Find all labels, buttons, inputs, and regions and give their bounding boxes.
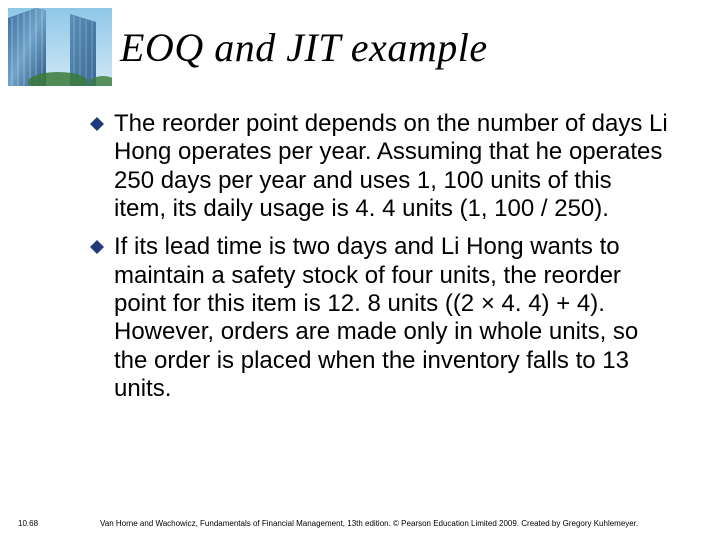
bullet-item: The reorder point depends on the number … <box>90 110 670 223</box>
corner-photo <box>8 8 112 86</box>
slide-body: The reorder point depends on the number … <box>90 110 670 413</box>
bullet-text: If its lead time is two days and Li Hong… <box>114 233 670 403</box>
slide-footer: 10.68 Van Horne and Wachowicz, Fundament… <box>0 519 720 528</box>
footer-text: Van Horne and Wachowicz, Fundamentals of… <box>70 519 720 528</box>
slide-title: EOQ and JIT example <box>120 24 680 71</box>
slide: EOQ and JIT example The reorder point de… <box>0 0 720 540</box>
diamond-bullet-icon <box>90 117 104 131</box>
bullet-item: If its lead time is two days and Li Hong… <box>90 233 670 403</box>
slide-number: 10.68 <box>0 519 70 528</box>
bullet-text: The reorder point depends on the number … <box>114 110 670 223</box>
diamond-bullet-icon <box>90 240 104 254</box>
